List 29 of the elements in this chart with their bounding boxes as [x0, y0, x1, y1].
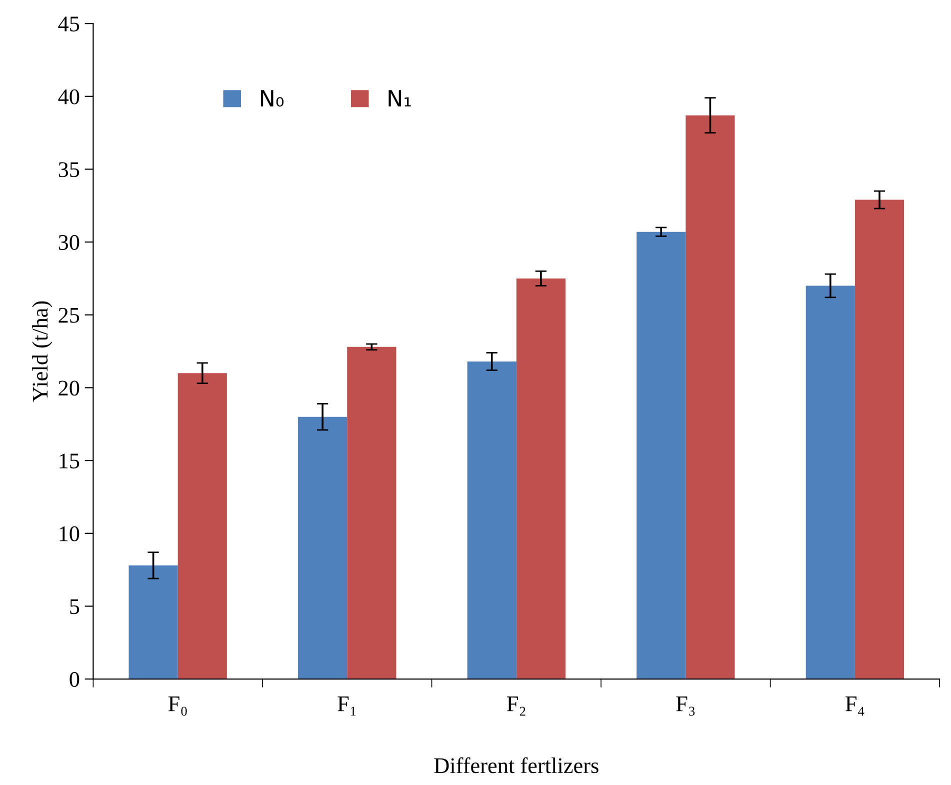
x-axis-title: Different fertlizers	[434, 757, 598, 774]
y-tick-label: 40	[58, 89, 80, 104]
bar	[128, 565, 178, 680]
legend-label: N₁	[388, 90, 411, 106]
legend-label: N₀	[260, 90, 284, 107]
bar	[636, 232, 686, 680]
bar	[178, 373, 227, 680]
y-tick-label: 20	[58, 380, 80, 396]
x-tick-label: F₄	[846, 696, 864, 716]
x-tick-label: F₂	[506, 696, 526, 716]
x-tick-label: F₃	[676, 696, 695, 716]
bar	[298, 416, 348, 680]
x-tick-label: F₁	[338, 696, 356, 716]
y-tick-label: 0	[70, 672, 80, 687]
bar	[467, 361, 516, 680]
y-tick-label: 35	[58, 162, 80, 178]
x-tick-label: F₀	[168, 696, 187, 716]
y-tick-label: 15	[60, 454, 80, 468]
y-tick-label: 10	[60, 526, 80, 542]
y-tick-label: 25	[58, 308, 80, 323]
bar	[516, 278, 566, 680]
bar	[686, 115, 735, 680]
bar	[806, 286, 855, 680]
y-tick-label: 45	[58, 16, 80, 32]
y-tick-label: 30	[58, 234, 80, 250]
bar	[854, 200, 904, 680]
y-tick-label: 5	[70, 599, 80, 614]
y-axis-title: Yield (t/ha)	[32, 301, 52, 402]
bar	[347, 346, 396, 680]
